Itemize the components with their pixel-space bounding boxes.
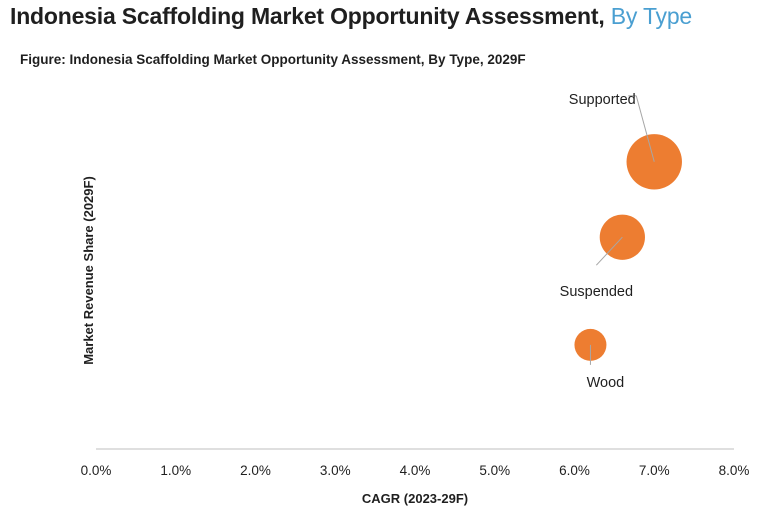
figure-caption: Figure: Indonesia Scaffolding Market Opp… <box>20 52 526 67</box>
page-title: Indonesia Scaffolding Market Opportunity… <box>10 3 692 30</box>
x-tick-label: 7.0% <box>639 463 670 478</box>
x-axis-label: CAGR (2023-29F) <box>362 491 468 506</box>
bubble-label-wood: Wood <box>587 375 625 391</box>
title-accent: By Type <box>610 3 693 29</box>
x-tick-label: 2.0% <box>240 463 271 478</box>
bubble-series <box>574 134 682 361</box>
leader-line <box>595 236 623 266</box>
y-axis-label: Market Revenue Share (2029F) <box>81 176 96 365</box>
chart-axes: 0.0% 1.0% 2.0% 3.0% 4.0% 5.0% 6.0% 7.0% 8.0% <box>81 448 750 478</box>
bubble-label-supported: Supported <box>569 92 636 108</box>
title-main: Indonesia Scaffolding Market Opportunity… <box>10 3 605 29</box>
x-tick-label: 4.0% <box>400 463 431 478</box>
bubble-label-suspended: Suspended <box>560 284 633 300</box>
x-tick-label: 6.0% <box>559 463 590 478</box>
x-tick-label: 0.0% <box>81 463 112 478</box>
x-tick-label: 3.0% <box>320 463 351 478</box>
x-tick-label: 8.0% <box>719 463 750 478</box>
x-tick-label: 5.0% <box>479 463 510 478</box>
bubble-labels: Supported Suspended Wood <box>560 92 655 391</box>
leader-line <box>635 95 655 162</box>
x-tick-label: 1.0% <box>160 463 191 478</box>
